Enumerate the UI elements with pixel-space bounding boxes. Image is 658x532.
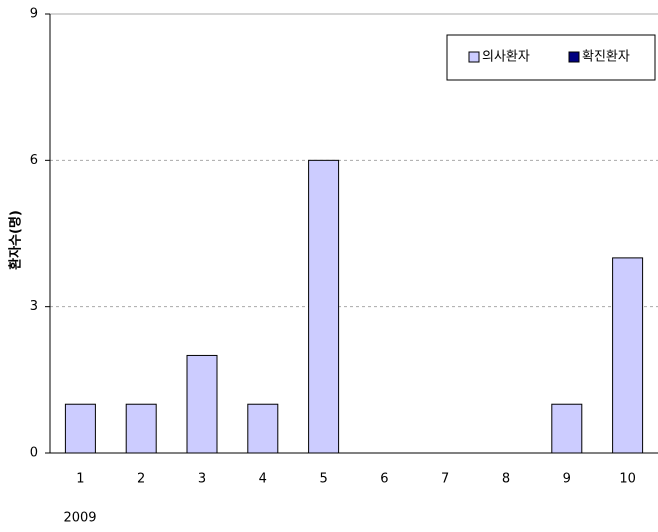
x-tick-label: 1 <box>76 472 84 487</box>
legend-swatch <box>468 51 480 63</box>
bar <box>612 257 644 454</box>
legend-label: 확진환자 <box>582 50 630 65</box>
x-tick-label: 7 <box>441 472 449 487</box>
legend-swatch <box>568 51 580 63</box>
x-tick-label: 4 <box>259 472 267 487</box>
y-tick-label: 3 <box>30 299 38 314</box>
x-tick-label: 5 <box>319 472 327 487</box>
y-tick-label: 9 <box>30 7 38 22</box>
legend-box <box>446 34 656 81</box>
x-tick-label: 6 <box>380 472 388 487</box>
x-tick-label: 2 <box>137 472 145 487</box>
x-tick-label: 10 <box>619 472 636 487</box>
x-tick-label: 8 <box>502 472 510 487</box>
bar <box>186 354 218 454</box>
bar <box>551 403 583 454</box>
x-tick-label: 9 <box>563 472 571 487</box>
bar <box>64 403 96 454</box>
x-sublabel: 2009 <box>63 511 96 526</box>
bar <box>308 159 340 454</box>
y-tick-label: 6 <box>30 153 38 168</box>
y-axis-label: 환자수(명) <box>8 210 24 270</box>
bar <box>247 403 279 454</box>
bar <box>125 403 157 454</box>
y-tick-label: 0 <box>30 446 38 461</box>
x-tick-label: 3 <box>198 472 206 487</box>
legend-label: 의사환자 <box>482 50 530 65</box>
